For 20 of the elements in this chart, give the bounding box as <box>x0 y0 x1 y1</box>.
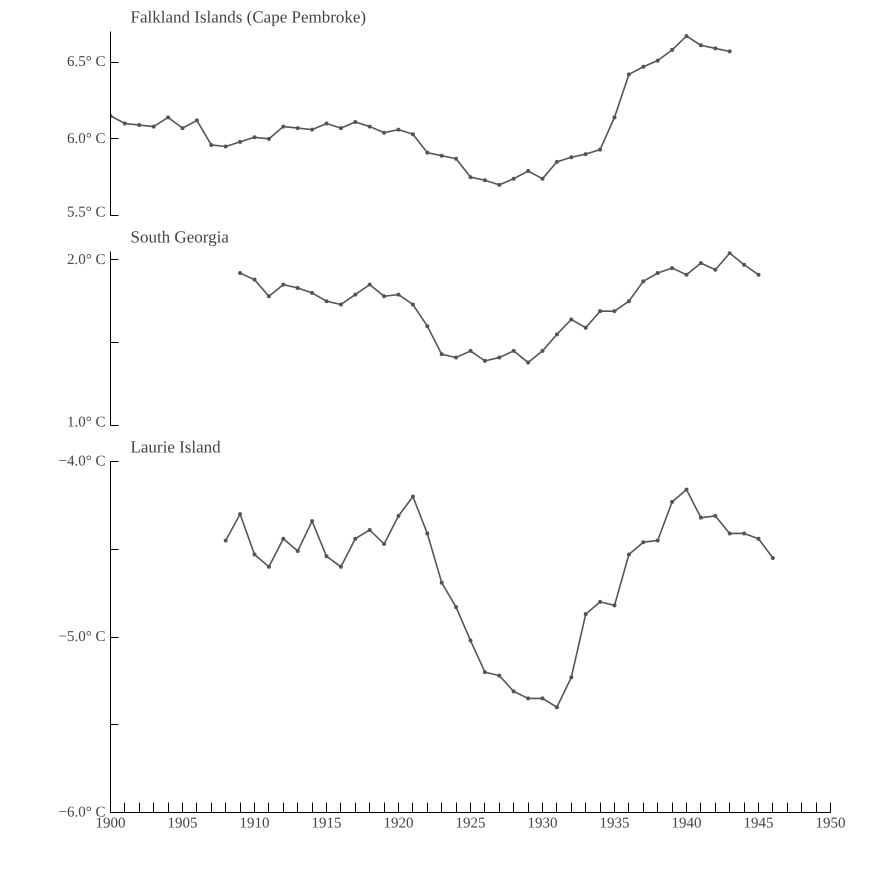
x-tick-label: 1915 <box>312 816 342 832</box>
y-tick-label: 6.5° C <box>66 54 106 70</box>
y-tick-label: 5.5° C <box>66 204 106 220</box>
x-tick-label: 1920 <box>384 816 414 832</box>
y-tick-label: 6.0° C <box>66 130 106 147</box>
x-tick-label: 1925 <box>456 816 486 832</box>
y-tick-label: 2.0° C <box>66 252 106 268</box>
chart-title: South Georgia <box>130 228 230 246</box>
chart-title: Laurie Island <box>130 438 222 456</box>
x-tick-label: 1950 <box>816 816 846 832</box>
x-tick-label: 1930 <box>528 816 558 832</box>
y-tick-label: 1.0° C <box>66 414 106 430</box>
y-tick-label: −5.0° C <box>58 629 106 645</box>
chart-title: Falkland Islands (Cape Pembroke) <box>130 8 366 26</box>
x-tick-label: 1940 <box>672 816 702 832</box>
x-tick-label: 1905 <box>168 816 198 832</box>
x-tick-label: 1910 <box>240 816 270 832</box>
x-tick-label: 1935 <box>600 816 630 832</box>
x-tick-label: 1945 <box>744 816 774 832</box>
y-tick-label: −4.0° C <box>58 454 106 470</box>
